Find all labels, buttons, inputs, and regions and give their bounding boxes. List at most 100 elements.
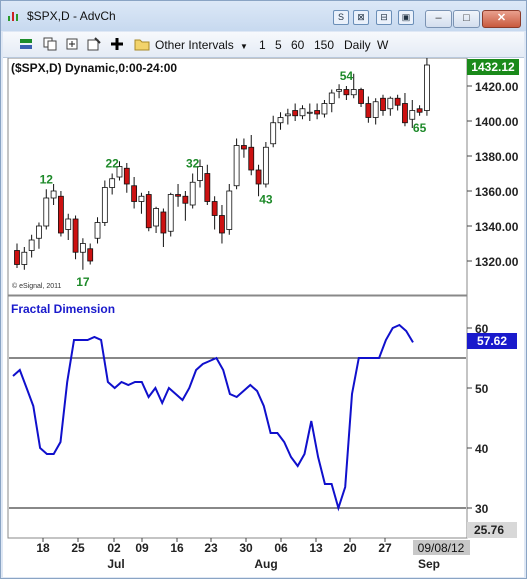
candle-body <box>204 173 211 202</box>
fractal-low-value: 25.76 <box>474 523 504 537</box>
candle-body <box>284 113 291 117</box>
candle-body <box>248 146 255 171</box>
candle-body <box>328 92 335 104</box>
price-tick-label: 1420.00 <box>475 80 519 94</box>
candle-body <box>314 110 321 115</box>
price-tick-label: 1340.00 <box>475 220 519 234</box>
price-pane: ($SPX,D) Dynamic,0:00-24:00 © eSignal, 2… <box>7 57 519 296</box>
candle-body <box>138 195 145 202</box>
fractal-last-badge <box>467 333 517 349</box>
candle-body <box>109 178 116 188</box>
properties-icon[interactable] <box>87 37 101 51</box>
candle-body <box>87 248 94 262</box>
add-study-icon[interactable] <box>110 37 124 51</box>
candle-body <box>233 145 240 187</box>
fractal-dimension-line <box>12 323 414 512</box>
candle-body <box>58 195 64 234</box>
window-title: $SPX,D - AdvCh <box>27 9 116 23</box>
price-pane-title: ($SPX,D) Dynamic,0:00-24:00 <box>11 61 177 75</box>
candle-body <box>409 110 416 120</box>
interval-5[interactable]: 5 <box>275 38 282 52</box>
page-icon[interactable]: ▣ <box>398 10 414 25</box>
link-chart-icon[interactable]: S <box>333 10 349 25</box>
last-price-badge <box>467 59 519 75</box>
candle-body <box>197 166 203 181</box>
candle-body <box>160 211 167 234</box>
candle-body <box>14 250 20 265</box>
candle-body <box>131 185 138 202</box>
layout-lock-icon[interactable]: ⊟ <box>376 10 392 25</box>
interval-weekly[interactable]: W <box>377 38 389 52</box>
fractal-tick-label: 50 <box>475 382 489 396</box>
cursor-sync-icon[interactable]: ⊠ <box>353 10 369 25</box>
title-bar[interactable]: $SPX,D - AdvCh S ⊠ ⊟ ▣ – □ ✕ <box>1 1 526 31</box>
chart-canvas[interactable]: ($SPX,D) Dynamic,0:00-24:00 © eSignal, 2… <box>3 57 524 577</box>
x-tick-label: 27 <box>378 541 392 555</box>
chart-app-icon <box>8 12 18 21</box>
swing-label: 17 <box>76 275 90 289</box>
copy-chart-icon[interactable] <box>43 37 57 51</box>
candle-body <box>350 89 357 96</box>
candle-body <box>50 190 57 199</box>
chart-area[interactable]: ($SPX,D) Dynamic,0:00-24:00 © eSignal, 2… <box>3 57 524 577</box>
swing-label: 54 <box>340 69 354 83</box>
fractal-tick-label: 60 <box>475 322 489 336</box>
candle-body <box>365 103 372 118</box>
month-sep: Sep <box>418 557 440 571</box>
x-tick-label: 06 <box>274 541 288 555</box>
refresh-icon[interactable] <box>65 37 79 51</box>
interval-dropdown[interactable]: Other Intervals ▼ <box>155 38 248 52</box>
price-tick-label: 1380.00 <box>475 150 519 164</box>
price-tick-label: 1360.00 <box>475 185 519 199</box>
chart-type-icon[interactable] <box>19 37 33 51</box>
swing-label: 32 <box>186 157 200 171</box>
candle-body <box>219 215 225 234</box>
candle-body <box>175 194 181 197</box>
candle-body <box>167 194 174 232</box>
candle-body <box>292 110 299 117</box>
candle-body <box>189 181 196 206</box>
candle-body <box>182 195 189 204</box>
interval-150[interactable]: 150 <box>314 38 335 52</box>
candle-body <box>116 166 123 178</box>
candle-body <box>241 145 247 150</box>
candle-body <box>387 97 394 110</box>
price-tick-label: 1320.00 <box>475 255 519 269</box>
copyright-label: © eSignal, 2011 <box>12 282 62 290</box>
maximize-button[interactable]: □ <box>453 10 480 28</box>
month-aug: Aug <box>254 557 277 571</box>
close-button[interactable]: ✕ <box>482 10 521 28</box>
swing-label: 22 <box>105 157 119 171</box>
candle-body <box>402 103 408 124</box>
x-tick-label: 16 <box>170 541 184 555</box>
interval-1[interactable]: 1 <box>259 38 266 52</box>
toolbar: Other Intervals ▼ 1 5 60 150 Daily W <box>3 32 524 58</box>
swing-label: 43 <box>259 193 273 207</box>
candle-body <box>226 190 233 230</box>
candle-body <box>43 197 50 227</box>
candle-body <box>424 64 430 111</box>
candle-body <box>358 89 364 104</box>
price-tick-label: 1400.00 <box>475 115 519 129</box>
x-tick-label: 18 <box>36 541 50 555</box>
candle-body <box>153 208 159 227</box>
x-tick-label: 02 <box>107 541 121 555</box>
candle-body <box>380 97 386 111</box>
folder-icon[interactable] <box>134 37 150 51</box>
candle-body <box>270 122 277 145</box>
candle-body <box>343 89 350 96</box>
interval-60[interactable]: 60 <box>291 38 305 52</box>
x-axis: 18 25 02 09 16 23 30 06 13 20 27 Jul Aug Sep 09/08… <box>36 538 470 571</box>
candle-body <box>394 97 401 106</box>
interval-daily[interactable]: Daily <box>344 38 371 52</box>
minimize-button[interactable]: – <box>425 10 452 28</box>
swing-label: 65 <box>413 121 427 135</box>
candle-body <box>336 89 342 92</box>
candle-body <box>28 239 35 251</box>
candle-body <box>36 225 42 239</box>
fractal-pane-title: Fractal Dimension <box>11 302 115 316</box>
current-date-label: 09/08/12 <box>418 541 465 555</box>
fractal-low-badge <box>467 522 517 538</box>
candle-body <box>255 169 262 185</box>
